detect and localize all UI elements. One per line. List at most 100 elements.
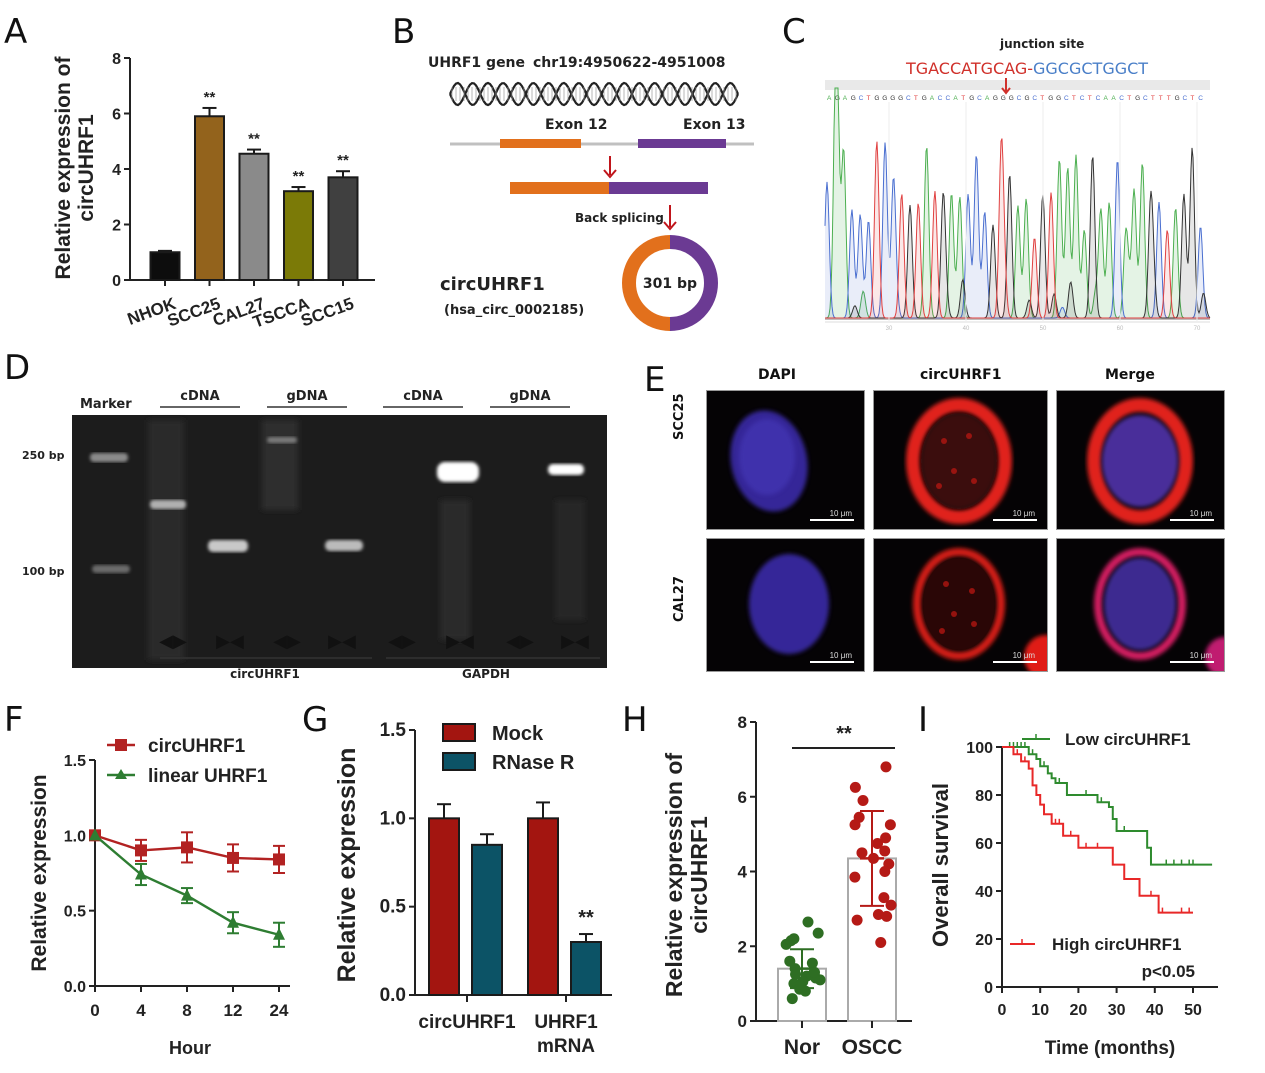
significance-label: ** [248, 131, 260, 148]
base-call: T [1190, 95, 1194, 102]
bar-nhok [149, 251, 181, 281]
y-tick-label: 0.0 [380, 985, 406, 1006]
data-point [273, 927, 285, 940]
lane-group-label: cDNA [180, 389, 219, 404]
data-point [273, 853, 285, 866]
data-point [227, 915, 239, 928]
base-call: C [1017, 95, 1022, 102]
bar-rnase-r [570, 941, 602, 996]
x-tick-label: 20 [1070, 1002, 1088, 1019]
y-tick-label: 6 [112, 107, 121, 124]
data-point [872, 837, 884, 849]
chart-f: 0.0 0.5 1.0 1.5 Relative expression 0 4 8 12 24 Ho… [28, 736, 290, 1058]
gene-coords: chr19:4950622-4951008 [533, 55, 725, 71]
y-tick-label: 8 [738, 713, 747, 732]
x-tick-label: 4 [136, 1001, 146, 1020]
base-call: G [851, 95, 856, 102]
y-tick-label: 1.5 [64, 753, 86, 770]
y-tick-label: 4 [738, 863, 748, 882]
base-call: A [1111, 95, 1116, 102]
base-call: G [874, 95, 879, 102]
panel-letter-f: F [4, 700, 24, 740]
x-tick-label: 10 [1031, 1002, 1049, 1019]
y-tick-label: 0.5 [380, 897, 407, 918]
lane-group-label: gDNA [509, 389, 550, 404]
red-arrow-icon [1001, 78, 1011, 95]
base-call: C [977, 95, 982, 102]
panel-letter-b: B [392, 12, 416, 52]
x-tick-label: OSCC [842, 1036, 903, 1059]
x-tick-label: UHRF1 [534, 1012, 598, 1033]
y-tick-label: 1.0 [380, 808, 406, 829]
convergent-primer-icon: ▶◀ [216, 631, 244, 651]
y-axis-label: Relative expression [28, 774, 51, 971]
divergent-primer-icon: ◀▶ [159, 631, 187, 651]
base-call: G [922, 95, 927, 102]
base-call: A [827, 95, 832, 102]
chromatogram-ticks: 30 40 50 60 70 [886, 102, 1201, 332]
legend-label: Mock [492, 723, 544, 745]
significance-label: ** [836, 723, 852, 745]
data-point [785, 935, 797, 947]
data-point [884, 819, 896, 831]
data-point [878, 892, 890, 904]
y-tick-label: 80 [975, 788, 993, 805]
row-label-cal27: CAL27 [672, 576, 687, 622]
gel-bands [90, 420, 585, 660]
size-label-100: 100 bp [22, 565, 65, 578]
column-label-dapi: DAPI [758, 367, 796, 383]
base-call: T [1167, 95, 1171, 102]
y-axis-label: Overall survival [928, 783, 953, 947]
base-call: C [1096, 95, 1101, 102]
panel-letter-d: D [4, 348, 31, 388]
chart-h: 0 2 4 6 8 Relative expression of circUHRF1 Nor O… [661, 713, 912, 1059]
data-point [802, 916, 814, 928]
data-point [812, 927, 824, 939]
circ-name: circUHRF1 [440, 274, 545, 295]
gene-label: UHRF1 gene [428, 55, 525, 71]
junction-seq-left: TGACCATGCAG- [905, 59, 1033, 78]
base-call: T [1151, 95, 1155, 102]
data-point [181, 841, 193, 854]
red-arrow-icon [663, 205, 677, 231]
base-call: G [1009, 95, 1014, 102]
micrograph-cal27-merge: 10 μm [1056, 538, 1225, 672]
bar-rnase-r [471, 843, 503, 996]
y-tick-label: 6 [738, 788, 747, 807]
data-point [875, 937, 887, 949]
base-call: C [1183, 95, 1188, 102]
exon-right-label: Exon 13 [683, 117, 746, 133]
data-point [880, 761, 892, 773]
base-call: G [1048, 95, 1053, 102]
x-tick-label: 8 [182, 1001, 191, 1020]
micrograph-scc25-circuhrf1: 10 μm [873, 390, 1048, 530]
legend-marker [115, 739, 127, 751]
sequence-track [825, 80, 1210, 90]
chromatogram-traces [824, 87, 1211, 320]
y-tick-label: 100 [966, 740, 993, 757]
base-call: C [859, 95, 864, 102]
base-call: G [882, 95, 887, 102]
back-splicing-label: Back splicing [575, 211, 664, 225]
base-call: C [1119, 95, 1124, 102]
column-label-circuhrf1: circUHRF1 [920, 367, 1002, 383]
base-call: G [993, 95, 998, 102]
y-tick-label: 40 [975, 884, 993, 901]
data-point [181, 888, 193, 901]
panel-letter-e: E [644, 360, 666, 400]
junction-label: junction site [999, 37, 1084, 51]
bar-cal27 [238, 152, 270, 281]
target-label-circuhrf1: circUHRF1 [230, 667, 300, 681]
legend-swatch [442, 723, 476, 742]
base-call: C [1080, 95, 1085, 102]
base-call: A [930, 95, 935, 102]
column-label-merge: Merge [1105, 367, 1155, 383]
significance-label: ** [337, 152, 349, 169]
base-call: T [1072, 95, 1076, 102]
data-point [849, 871, 861, 883]
y-tick-label: 2 [738, 937, 747, 956]
bar-tscca [283, 190, 314, 281]
base-call: C [1198, 95, 1203, 102]
helix-strand [448, 81, 740, 107]
